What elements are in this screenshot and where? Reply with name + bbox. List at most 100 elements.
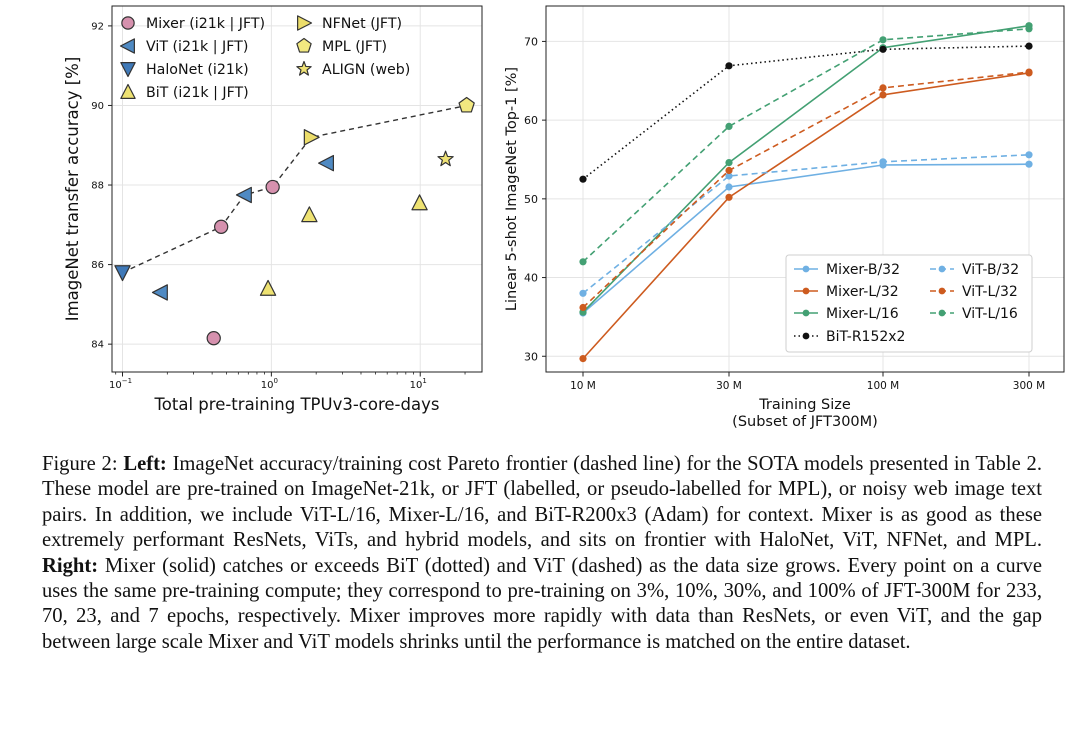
legend-label: HaloNet (i21k) <box>146 62 249 78</box>
figure-caption: Figure 2: Left: ImageNet accuracy/traini… <box>42 452 1042 655</box>
series-point <box>1025 151 1033 159</box>
legend-label: ViT-L/16 <box>962 306 1018 322</box>
point-mpl <box>458 96 475 113</box>
left-x-tick-label: 100 <box>261 377 278 391</box>
right-chart: 30 40 50 60 70 10 M 30 M 100 M 300 M Mixer-B/32 V… <box>504 5 1065 430</box>
right-y-tick-label: 40 <box>524 272 538 285</box>
left-y-axis-label: ImageNet transfer accuracy [%] <box>63 57 82 322</box>
series-point <box>579 175 587 183</box>
right-x-tick-label: 30 M <box>716 380 742 392</box>
point-bit <box>259 279 277 296</box>
legend-label: MPL (JFT) <box>322 39 387 55</box>
legend-label: ViT-L/32 <box>962 284 1018 300</box>
caption-right-text: Mixer (solid) catches or exceeds BiT (do… <box>42 554 1042 653</box>
pareto-frontier-line <box>122 104 467 274</box>
series-point <box>1025 42 1033 50</box>
right-x-axis-label: Training Size <box>758 397 851 413</box>
point-nfnet <box>303 129 320 146</box>
legend-point <box>802 265 810 273</box>
series-point <box>579 289 587 297</box>
series-line-mixer-l-16 <box>582 24 1030 313</box>
right-y-tick-label: 30 <box>524 350 538 363</box>
legend-marker <box>297 15 313 31</box>
series-point <box>879 91 887 99</box>
legend-marker <box>296 60 312 76</box>
series-point <box>725 193 733 201</box>
legend-label: ViT-B/32 <box>962 262 1019 278</box>
left-axes-frame <box>111 5 483 373</box>
right-y-tick-label: 70 <box>524 35 538 48</box>
left-y-tick-label: 84 <box>91 340 104 351</box>
legend-label: ViT (i21k | JFT) <box>146 39 248 55</box>
left-points <box>114 96 475 346</box>
legend-marker <box>296 37 312 53</box>
series-line-vit-l-32 <box>582 71 1030 309</box>
series-point <box>879 45 887 53</box>
series-point <box>579 258 587 266</box>
legend-marker <box>121 16 135 30</box>
right-series <box>579 22 1033 363</box>
legend-marker <box>119 38 135 54</box>
series-point <box>725 183 733 191</box>
point-mixer <box>206 331 221 346</box>
point-vit <box>151 284 168 301</box>
point-mixer <box>214 219 229 234</box>
caption-right-label: Right: <box>42 554 99 577</box>
point-halonet <box>114 265 131 282</box>
right-axes-frame <box>545 5 1065 373</box>
right-y-tick-label: 50 <box>524 193 538 206</box>
left-legend: Mixer (i21k | JFT) ViT (i21k | JFT) HaloNe… <box>119 15 410 101</box>
legend-label: ALIGN (web) <box>322 62 410 78</box>
series-point <box>725 122 733 130</box>
series-point <box>725 159 733 167</box>
right-x-tick-label: 10 M <box>570 380 596 392</box>
point-bit <box>301 206 318 223</box>
legend-point <box>938 287 946 295</box>
right-y-axis-label: Linear 5-shot ImageNet Top-1 [%] <box>504 67 520 311</box>
series-point <box>725 172 733 180</box>
legend-label: Mixer-L/16 <box>826 306 899 322</box>
legend-label: BiT-R152x2 <box>826 329 905 345</box>
left-x-tick-label: 10−1 <box>109 377 132 391</box>
legend-marker <box>120 83 136 99</box>
caption-left-text: ImageNet accuracy/training cost Pareto f… <box>42 453 1042 552</box>
series-point <box>1025 68 1033 76</box>
legend-label: BiT (i21k | JFT) <box>146 85 249 101</box>
series-point <box>1025 25 1033 33</box>
left-y-tick-label: 88 <box>91 181 104 192</box>
legend-label: Mixer (i21k | JFT) <box>146 16 265 32</box>
legend-point <box>938 309 946 317</box>
series-line-bit-r152x2 <box>582 45 1030 180</box>
left-x-axis-label: Total pre-training TPUv3-core-days <box>154 395 440 414</box>
series-point <box>879 36 887 44</box>
right-x-axis-sublabel: (Subset of JFT300M) <box>732 414 878 430</box>
left-x-tick-exponent: −1 <box>122 377 132 385</box>
left-y-tick-label: 86 <box>91 260 104 271</box>
point-vit <box>235 186 252 204</box>
legend-marker <box>120 62 136 78</box>
series-point <box>579 355 587 363</box>
caption-left-label: Left: <box>123 453 167 475</box>
right-x-tick-label: 100 M <box>867 380 899 392</box>
right-legend: Mixer-B/32 ViT-B/32 Mixer-L/32 ViT-L/32 Mixe… <box>785 254 1033 353</box>
legend-label: Mixer-B/32 <box>826 262 900 278</box>
legend-point <box>802 309 810 317</box>
series-point <box>579 303 587 312</box>
point-align <box>437 150 454 167</box>
left-x-tick-exponent: 1 <box>422 377 426 385</box>
legend-point <box>802 332 810 340</box>
series-point <box>879 158 887 166</box>
right-legend-box <box>785 254 1033 353</box>
point-mixer <box>265 179 280 195</box>
legend-label: NFNet (JFT) <box>322 16 402 32</box>
right-y-tick-label: 60 <box>524 114 538 127</box>
series-point <box>725 62 733 70</box>
right-x-tick-label: 300 M <box>1013 380 1045 392</box>
series-point <box>879 84 887 92</box>
right-ticks: 30 40 50 60 70 10 M 30 M 100 M 300 M <box>524 35 1045 392</box>
left-y-tick-label: 92 <box>91 21 104 32</box>
point-bit <box>411 194 428 211</box>
legend-label: Mixer-L/32 <box>826 284 899 300</box>
